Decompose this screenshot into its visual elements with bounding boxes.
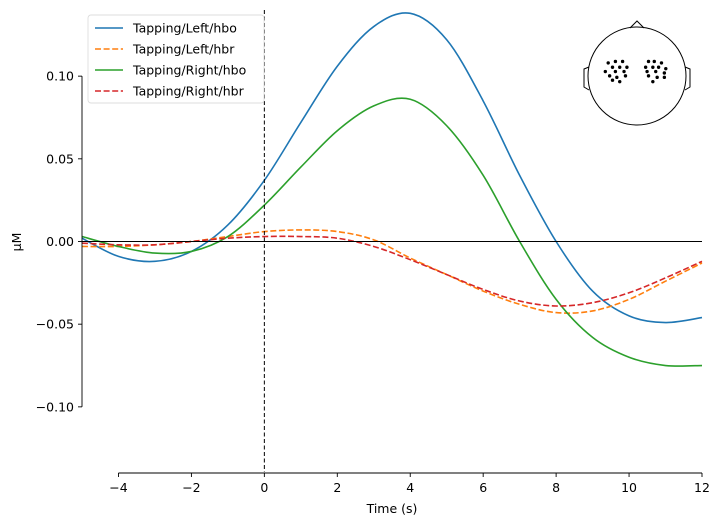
sensor-dot bbox=[613, 69, 618, 74]
y-axis-label: µM bbox=[9, 233, 24, 252]
legend-entry-label: Tapping/Left/hbo bbox=[132, 21, 237, 36]
sensor-dot bbox=[652, 59, 656, 64]
series-line-4 bbox=[81, 235, 703, 307]
legend-box bbox=[87, 14, 265, 104]
legend-entry-label: Tapping/Left/hbr bbox=[132, 42, 235, 57]
sensor-head-inset bbox=[583, 20, 691, 126]
sensor-dot bbox=[607, 74, 612, 78]
x-tick-label: −2 bbox=[182, 480, 200, 495]
sensor-dot bbox=[613, 59, 618, 64]
sensor-dot bbox=[662, 71, 667, 75]
series-line-3 bbox=[81, 97, 703, 367]
x-tick-label: 10 bbox=[621, 480, 637, 495]
left-ear-shape bbox=[583, 66, 590, 91]
legend-entry-label: Tapping/Right/hbr bbox=[132, 84, 245, 99]
nose-shape bbox=[629, 20, 645, 29]
x-tick-label: 4 bbox=[406, 480, 414, 495]
x-tick-label: 0 bbox=[260, 480, 268, 495]
sensor-dot bbox=[645, 69, 649, 74]
sensor-dot bbox=[646, 74, 651, 78]
right-ear-shape bbox=[684, 66, 691, 91]
sensor-dot bbox=[610, 78, 615, 82]
sensor-dot bbox=[615, 75, 619, 80]
y-tick-label: −0.05 bbox=[36, 317, 74, 332]
sensor-dot bbox=[643, 65, 648, 69]
sensor-dot bbox=[606, 61, 610, 65]
sensor-dot bbox=[656, 65, 661, 69]
sensor-dot bbox=[659, 61, 664, 65]
series-line-2 bbox=[81, 229, 703, 314]
x-tick-label: −4 bbox=[109, 480, 127, 495]
y-tick-label: −0.10 bbox=[36, 399, 74, 414]
sensor-dot bbox=[651, 65, 655, 69]
y-tick-label: 0.05 bbox=[46, 151, 74, 166]
sensor-dot bbox=[610, 65, 615, 69]
head-outline bbox=[587, 26, 687, 126]
x-tick-label: 12 bbox=[694, 480, 710, 495]
sensor-dot bbox=[620, 59, 625, 64]
sensor-dot bbox=[625, 65, 629, 69]
axes: −0.10 −0.05 0.00 0.05 0.10 −4 −2 0 2 4 6 8 10 12 bbox=[36, 10, 710, 495]
y-tick-label: 0.00 bbox=[46, 234, 74, 249]
x-tick-label: 2 bbox=[333, 480, 341, 495]
y-tick-label: 0.10 bbox=[46, 69, 74, 84]
legend-entry-label: Tapping/Right/hbo bbox=[132, 63, 246, 78]
sensor-dot bbox=[654, 69, 658, 74]
sensor-dot bbox=[623, 74, 628, 78]
sensor-dot bbox=[618, 79, 622, 84]
sensor-dot bbox=[664, 66, 668, 71]
sensor-dot bbox=[618, 65, 622, 69]
sensor-dot bbox=[603, 69, 608, 74]
x-tick-label: 6 bbox=[479, 480, 487, 495]
sensor-dot bbox=[651, 79, 655, 84]
sensor-dot bbox=[655, 75, 659, 80]
sensor-dot bbox=[622, 69, 626, 74]
sensor-dot bbox=[646, 59, 651, 64]
x-axis-label: Time (s) bbox=[366, 501, 418, 516]
sensor-dot bbox=[662, 75, 667, 80]
legend: Tapping/Left/hbo Tapping/Left/hbr Tapping/… bbox=[87, 14, 265, 104]
x-tick-label: 8 bbox=[552, 480, 560, 495]
